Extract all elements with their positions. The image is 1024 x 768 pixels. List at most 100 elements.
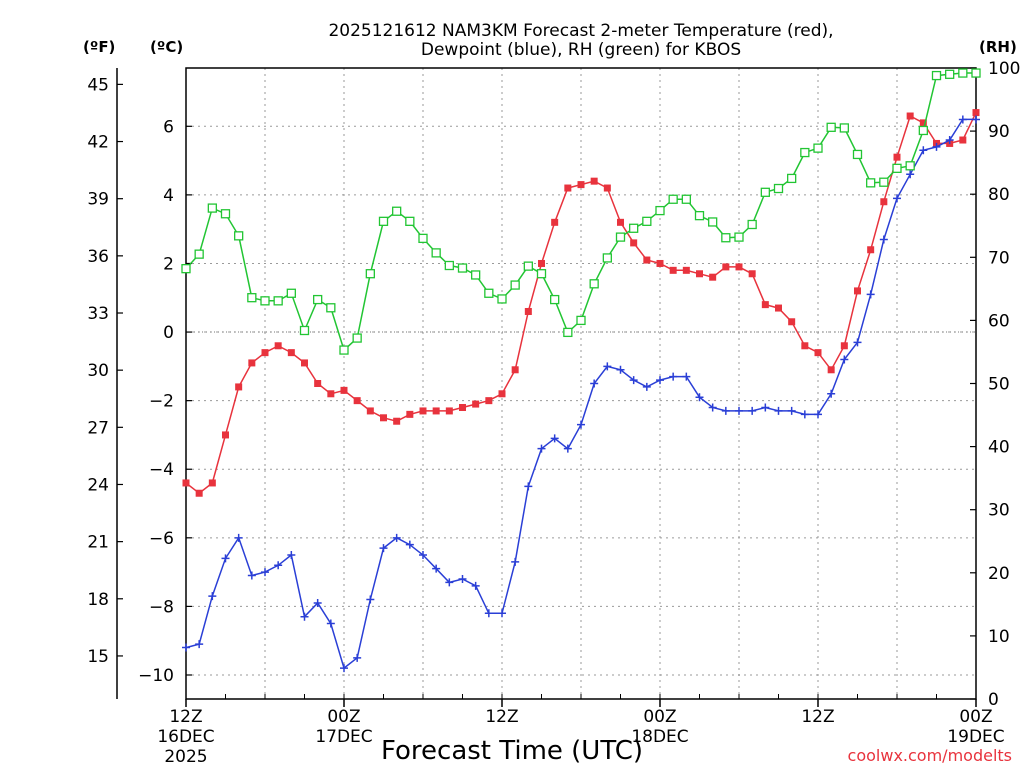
rh-point: [405, 216, 415, 226]
dewpoint-point: [563, 444, 572, 453]
rh-point: [339, 345, 349, 355]
dewpoint-point: [353, 653, 362, 662]
dewpoint-point: [735, 406, 743, 415]
temperature-point: [538, 259, 545, 267]
dewpoint-point: [879, 235, 888, 244]
rh-point: [247, 293, 257, 303]
dewpoint-point: [208, 592, 217, 601]
rh-tick-label: 90: [988, 122, 1010, 142]
temperature-point: [366, 407, 374, 415]
dewpoint-point: [577, 420, 585, 429]
temperature-point: [511, 366, 519, 374]
dewpoint-point: [247, 571, 256, 580]
dewpoint-point: [550, 434, 559, 443]
dewpoint-point: [484, 609, 493, 618]
dewpoint-point: [787, 406, 796, 415]
fahrenheit-tick-label: 30: [87, 361, 109, 381]
temperature-point: [643, 256, 651, 264]
rh-point: [681, 194, 691, 204]
rh-point: [813, 143, 823, 153]
dewpoint-point: [590, 379, 599, 388]
dewpoint-point: [195, 640, 204, 649]
temperature-point: [854, 287, 861, 295]
temperature-point: [630, 239, 638, 247]
rh-point: [273, 296, 283, 306]
temperature-point: [195, 489, 203, 497]
temperature-point: [775, 304, 782, 312]
x-tick-label: 12Z: [801, 707, 834, 727]
rh-tick-label: 70: [988, 248, 1010, 268]
chart-title-line2: Dewpoint (blue), RH (green) for KBOS: [421, 40, 741, 60]
temperature-point: [972, 109, 980, 117]
rh-tick-label: 100: [988, 59, 1020, 79]
celsius-tick-label: 0: [163, 323, 174, 343]
temperature-point: [656, 259, 664, 267]
rh-point: [576, 315, 586, 326]
dewpoint-point: [656, 376, 664, 385]
dewpoint-point: [629, 376, 638, 385]
celsius-tick-label: −8: [149, 597, 174, 617]
dewpoint-point: [945, 136, 954, 145]
dewpoint-point: [326, 619, 335, 628]
dewpoint-point: [300, 612, 309, 621]
temperature-point: [827, 366, 835, 374]
dewpoint-point: [853, 338, 862, 347]
rh-point: [642, 216, 652, 226]
rh-point: [352, 333, 362, 343]
dewpoint-point: [511, 557, 520, 566]
rh-point: [708, 217, 718, 227]
dewpoint-point: [906, 170, 915, 179]
temperature-point: [603, 184, 611, 192]
dewpoint-point: [471, 581, 480, 590]
x-tick-date-label: 16DEC: [157, 727, 214, 747]
temperature-point: [761, 301, 769, 309]
rh-point: [615, 232, 626, 242]
temperature-point: [261, 349, 269, 357]
temperature-point: [287, 349, 295, 357]
fahrenheit-tick-label: 24: [87, 475, 109, 495]
dewpoint-point: [524, 482, 533, 491]
temperature-point: [340, 386, 348, 394]
x-axis-label: Forecast Time (UTC): [381, 736, 643, 766]
rh-point: [931, 70, 942, 81]
rh-point: [550, 294, 560, 305]
rh-point: [629, 223, 639, 233]
x-tick-date-label: 19DEC: [947, 727, 1004, 747]
rh-point: [905, 161, 915, 171]
temperature-point: [577, 181, 585, 189]
dewpoint-point: [432, 564, 441, 573]
dewpoint-point: [498, 609, 506, 618]
dewpoint-point: [866, 290, 875, 299]
rh-point: [721, 233, 731, 243]
dewpoint-point: [537, 444, 546, 453]
fahrenheit-tick-label: 21: [87, 533, 109, 553]
temperature-point: [551, 218, 559, 226]
celsius-tick-label: 2: [163, 254, 174, 274]
dewpoint-point: [234, 533, 243, 542]
rh-point: [918, 125, 928, 136]
rh-point: [392, 206, 402, 216]
rh-point: [444, 260, 454, 271]
rh-point: [958, 68, 968, 78]
celsius-tick-label: −6: [149, 529, 174, 549]
rh-tick-label: 10: [988, 627, 1010, 647]
rh-unit-label: (RH): [979, 38, 1017, 56]
dewpoint-point: [419, 550, 427, 559]
rh-point: [589, 279, 599, 289]
dewpoint-point: [405, 540, 414, 549]
temperature-point: [788, 318, 796, 326]
rh-point: [313, 294, 323, 305]
dewpoint-point: [274, 561, 283, 570]
temperature-point: [472, 400, 480, 408]
rh-point: [378, 216, 389, 226]
rh-point: [523, 261, 533, 271]
dewpoint-point: [893, 194, 901, 203]
rh-point: [800, 147, 810, 158]
rh-point: [234, 231, 244, 241]
dewpoint-point: [287, 550, 296, 559]
fahrenheit-unit-label: (ºF): [83, 38, 115, 56]
rh-point: [563, 327, 573, 338]
temperature-point: [419, 407, 427, 415]
